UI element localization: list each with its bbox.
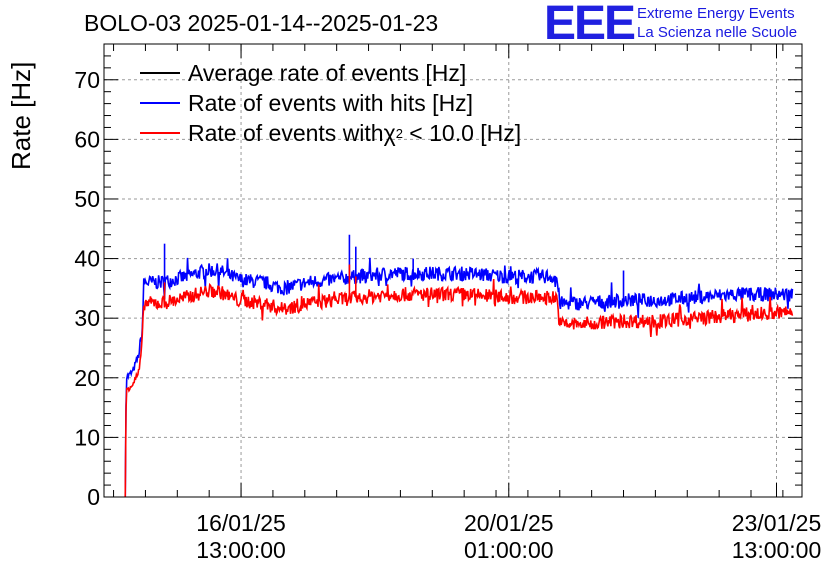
x-tick-label-date: 20/01/25 [464,510,554,536]
y-tick-label: 0 [87,484,100,510]
legend-item-hits: Rate of events with hits [Hz] [140,88,521,118]
y-tick-label: 10 [74,424,100,450]
legend-swatch-hits [140,102,180,104]
tick-labels: 01020304050607016/01/2513:00:0020/01/250… [74,67,821,563]
y-tick-label: 50 [74,186,100,212]
eee-logo: EEE [544,0,636,50]
legend-item-average: Average rate of events [Hz] [140,58,521,88]
legend-swatch-chi2 [140,132,180,134]
grid-lines [104,44,802,497]
y-tick-label: 40 [74,246,100,272]
series-line-hits [124,257,794,498]
legend-label-chi2-pre: Rate of events with [188,119,384,146]
x-tick-label-time: 13:00:00 [732,537,822,563]
y-axis-label: Rate [Hz] [6,61,36,170]
y-tick-label: 70 [74,67,100,93]
x-tick-label-date: 23/01/25 [732,510,822,536]
y-tick-label: 20 [74,365,100,391]
legend-label-average: Average rate of events [Hz] [188,59,467,86]
series-layer [124,234,794,498]
legend-swatch-average [140,72,180,74]
legend-label-chi-symbol: χ [383,119,396,146]
y-tick-label: 60 [74,126,100,152]
y-tick-label: 30 [74,305,100,331]
legend-label-chi2-post: < 10.0 [Hz] [402,119,522,146]
logo-line-2: La Scienza nelle Scuole [637,24,798,41]
legend: Average rate of events [Hz] Rate of even… [140,58,521,148]
x-tick-label-time: 01:00:00 [464,537,554,563]
legend-label-chi-superscript: 2 [395,125,403,141]
legend-label-hits: Rate of events with hits [Hz] [188,89,474,116]
series-line-chi2 [124,279,794,498]
chart-title: BOLO-03 2025-01-14--2025-01-23 [84,10,439,36]
logo-line-1: Extreme Energy Events [637,5,795,22]
x-tick-label-time: 13:00:00 [196,537,286,563]
x-tick-label-date: 16/01/25 [196,510,286,536]
eee-logo-text: Extreme Energy Events La Scienza nelle S… [637,4,797,42]
axis-ticks [104,44,802,498]
